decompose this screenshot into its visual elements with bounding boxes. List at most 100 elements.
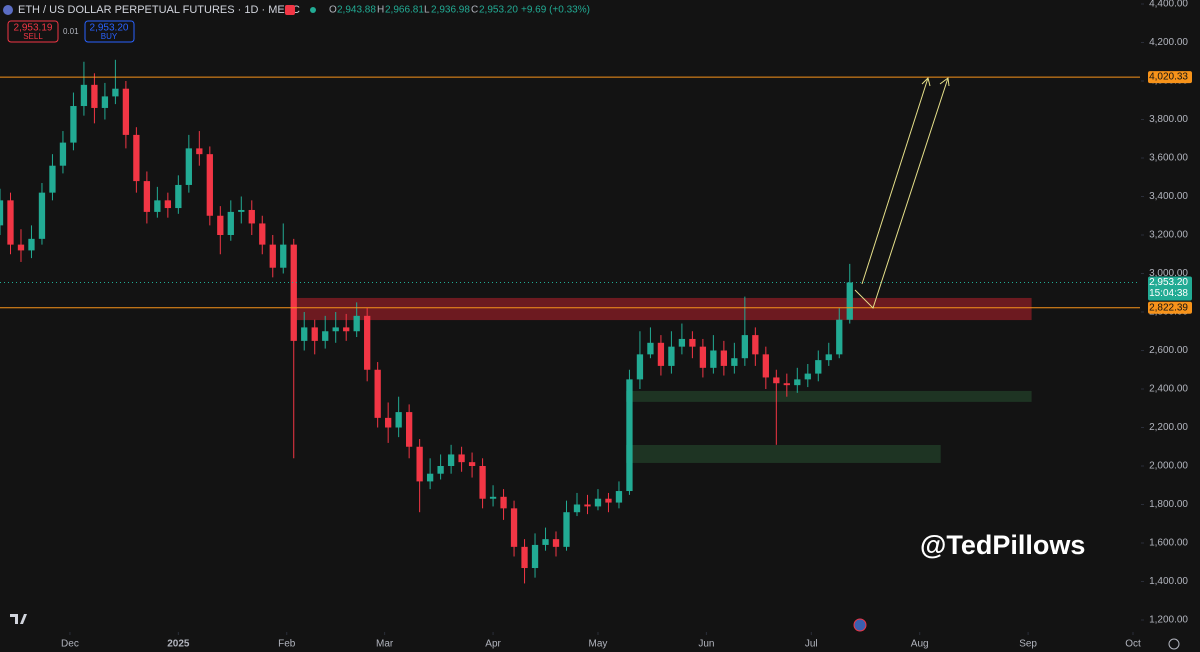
candle-body	[573, 504, 581, 513]
candle-body	[542, 539, 549, 545]
candle-body	[731, 358, 738, 366]
status-dot	[310, 7, 316, 13]
settings-icon[interactable]	[1168, 638, 1180, 650]
candle-body	[836, 319, 843, 355]
candle-body	[322, 331, 329, 341]
candle-body	[248, 209, 255, 224]
candle-body	[521, 546, 528, 569]
candle-body	[395, 412, 402, 428]
candle-body	[364, 315, 371, 370]
candle-body	[290, 244, 297, 341]
candle-body	[185, 148, 192, 185]
candle-body	[458, 454, 465, 463]
zone	[293, 297, 1032, 321]
candle-body	[374, 369, 381, 418]
arrow-path	[854, 77, 949, 309]
y-tick-label: 3,000.00	[1149, 268, 1188, 279]
candle-body	[437, 466, 444, 474]
buy-price: 2,953.20	[90, 23, 129, 34]
candle-body	[510, 508, 518, 547]
tradingview-logo	[10, 614, 27, 624]
x-tick-label: Jun	[698, 639, 714, 650]
y-tick-label: 1,600.00	[1149, 538, 1188, 549]
y-tick-label: 1,400.00	[1149, 576, 1188, 587]
exchange-icon	[285, 5, 295, 15]
x-tick-label: Feb	[278, 639, 296, 650]
candle-body	[38, 192, 46, 239]
spread: 0.01	[63, 27, 79, 36]
candle-body	[741, 335, 748, 359]
candle-body	[133, 134, 140, 182]
sell-label: SELL	[23, 32, 43, 41]
ohlc-value: 2,953.20	[479, 5, 518, 16]
ohlc-value: 2,943.88	[337, 5, 376, 16]
buy-button[interactable]	[84, 20, 135, 43]
candle-body	[164, 200, 171, 209]
candle-body	[531, 544, 539, 569]
candle-body	[154, 200, 161, 212]
last-price-box	[1148, 276, 1192, 301]
candle-body	[28, 238, 35, 251]
event-icon[interactable]	[853, 618, 867, 632]
sell-price: 2,953.19	[14, 23, 53, 34]
candle-body	[615, 491, 623, 503]
arrow-path	[861, 77, 929, 285]
candle-body	[636, 354, 644, 380]
y-tick-label: 3,400.00	[1149, 191, 1188, 202]
y-tick-label: 3,800.00	[1149, 114, 1188, 125]
candle-body	[689, 338, 696, 347]
candle-body	[426, 473, 434, 482]
candle-body	[217, 215, 224, 235]
candle-body	[657, 342, 665, 366]
level-box	[1148, 71, 1192, 84]
candle-body	[196, 148, 203, 155]
candle-body	[80, 84, 88, 107]
zone	[625, 445, 941, 463]
ohlc-label: L	[424, 5, 430, 16]
candle-body	[280, 244, 287, 268]
y-tick-label: 1,200.00	[1149, 615, 1188, 626]
buy-label: BUY	[101, 32, 118, 41]
sell-button[interactable]	[7, 20, 59, 43]
candle-body	[7, 200, 14, 245]
ohlc-value: 2,936.98	[431, 5, 470, 16]
candle-body	[563, 512, 570, 547]
candle-body	[762, 354, 769, 378]
candle-body	[804, 373, 811, 380]
candle-body	[773, 377, 780, 384]
candle-body	[385, 417, 392, 428]
candle-body	[447, 454, 455, 466]
candle-body	[846, 282, 853, 320]
candle-body	[343, 327, 350, 332]
y-tick-label: 2,200.00	[1149, 422, 1188, 433]
candle-body	[626, 379, 633, 492]
candle-body	[794, 379, 801, 386]
x-tick-label: 2025	[167, 639, 190, 650]
x-tick-label: Dec	[61, 639, 79, 650]
candle-body	[678, 338, 686, 347]
level-label: 4,020.33	[1149, 72, 1188, 83]
candle-body	[70, 106, 77, 143]
x-tick-label: Sep	[1019, 639, 1037, 650]
x-tick-label: Aug	[911, 639, 929, 650]
x-tick-label: Apr	[485, 639, 501, 650]
ohlc-label: H	[377, 5, 384, 16]
candle-body	[500, 496, 507, 509]
y-tick-label: 1,800.00	[1149, 499, 1188, 510]
candle-body	[112, 88, 119, 97]
ohlc-value: 2,966.81	[385, 5, 424, 16]
candle-body	[815, 360, 822, 374]
zone	[625, 390, 1032, 402]
candle-body	[405, 412, 413, 447]
countdown: 15:04:38	[1149, 288, 1188, 299]
ohlc-label: O	[329, 5, 337, 16]
candle-body	[143, 181, 151, 212]
y-tick-label: 4,200.00	[1149, 37, 1188, 48]
candle-body	[699, 346, 707, 368]
ohlc-label: C	[471, 5, 478, 16]
candle-body	[206, 154, 213, 216]
level-label: 2,822.39	[1149, 302, 1188, 313]
y-tick-label: 2,600.00	[1149, 345, 1188, 356]
y-tick-label: 2,000.00	[1149, 461, 1188, 472]
